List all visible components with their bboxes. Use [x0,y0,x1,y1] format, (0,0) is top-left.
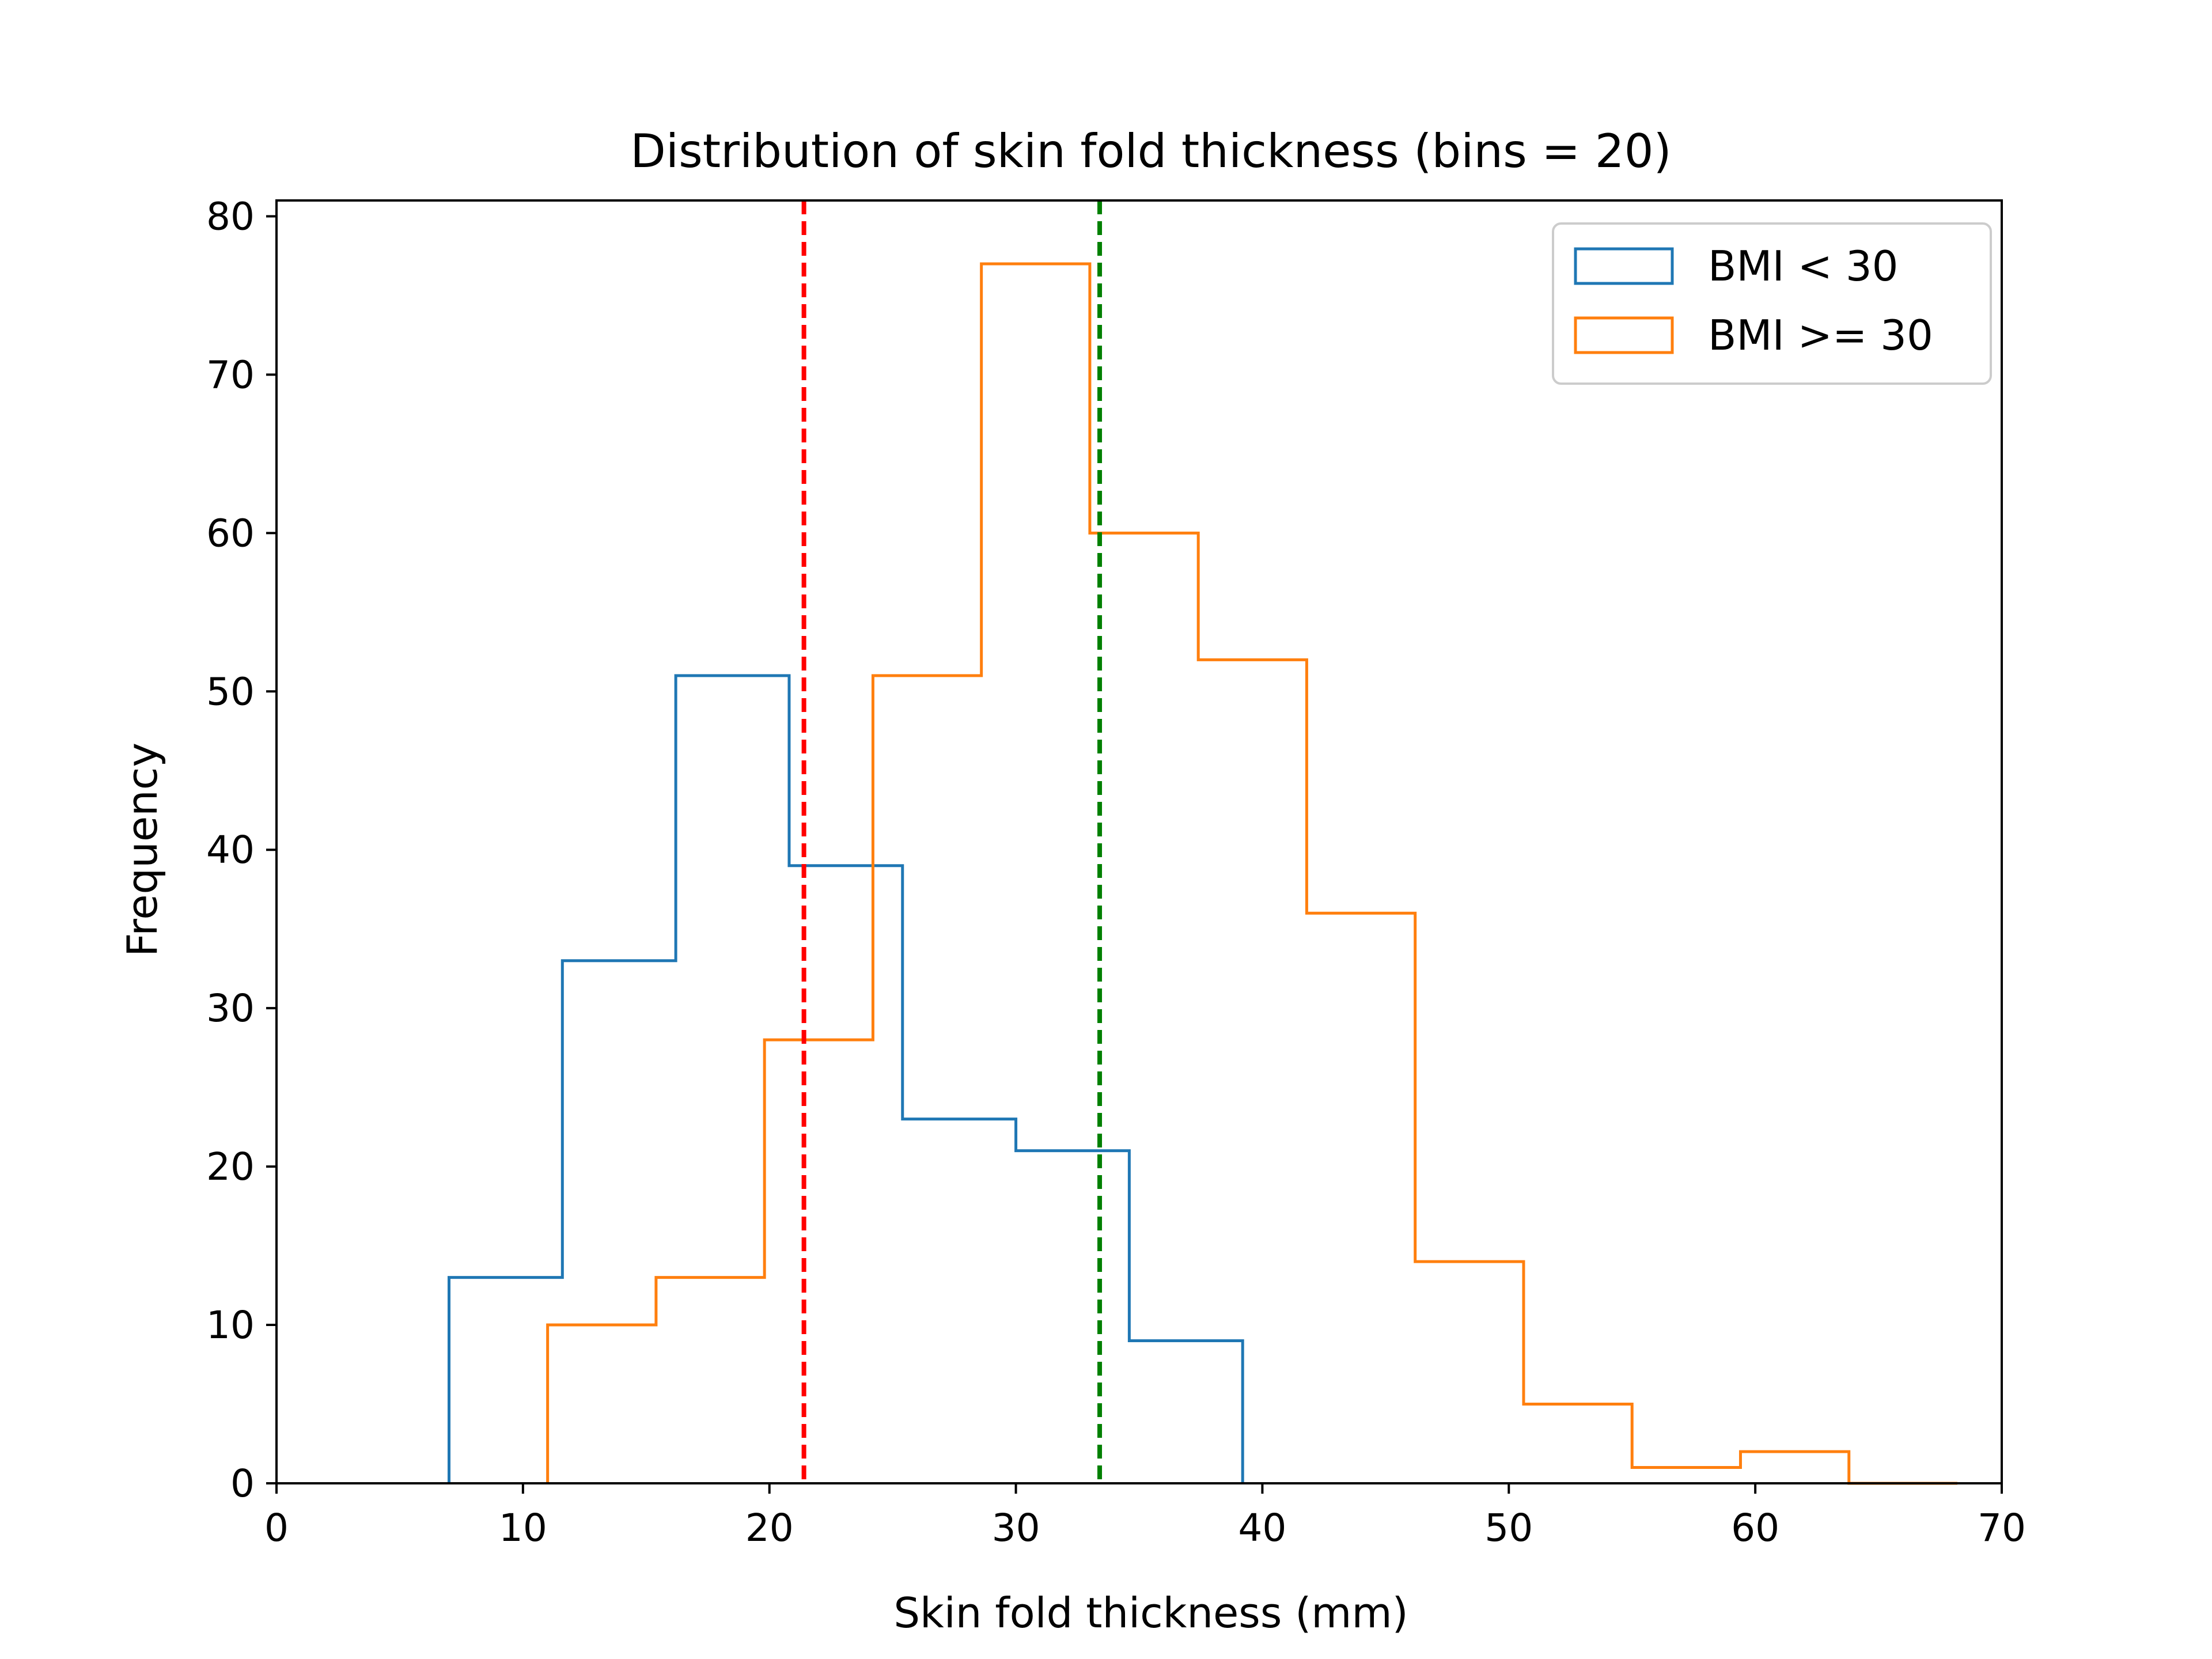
x-tick-label-1: 10 [499,1506,547,1550]
plot-area [448,262,1957,1485]
axes: 0 10 20 30 40 50 60 70 0 10 20 30 40 50 60 70 80 [206,194,2026,1550]
y-axis-label: Frequency [118,743,166,957]
x-axis-label: Skin fold thickness (mm) [893,1589,1408,1637]
x-tick-label-4: 40 [1238,1506,1286,1550]
legend-label-bmi-30-or-more: BMI >= 30 [1708,311,1933,359]
y-tick-label-4: 40 [206,828,255,872]
y-tick-label-7: 70 [206,353,255,397]
y-tick-label-5: 50 [206,669,255,714]
series-step-bmi-30 [448,674,1244,1483]
legend-swatch-bmi-under-30 [1574,247,1674,285]
x-tick-label-5: 50 [1484,1506,1533,1550]
y-tick-label-6: 60 [206,511,255,555]
legend-swatch-bmi-30-or-more [1574,316,1674,354]
x-tick-label-2: 20 [745,1506,794,1550]
x-tick-label-7: 70 [1978,1506,2026,1550]
x-tick-label-0: 0 [264,1506,289,1550]
legend: BMI < 30 BMI >= 30 [1552,222,1992,385]
axes-frame [275,199,2003,1484]
series-step-bmi-30 [546,262,1957,1485]
legend-label-bmi-under-30: BMI < 30 [1708,242,1898,290]
x-tick-label-6: 60 [1731,1506,1779,1550]
y-tick-label-1: 10 [206,1303,255,1347]
chart-title: Distribution of skin fold thickness (bin… [630,124,1671,178]
legend-frame [1552,222,1992,385]
reference-lines [801,200,1103,1483]
y-tick-label-2: 20 [206,1145,255,1189]
y-tick-label-3: 30 [206,986,255,1031]
y-tick-label-0: 0 [230,1461,255,1506]
x-tick-label-3: 30 [992,1506,1040,1550]
y-tick-label-8: 80 [206,194,255,238]
